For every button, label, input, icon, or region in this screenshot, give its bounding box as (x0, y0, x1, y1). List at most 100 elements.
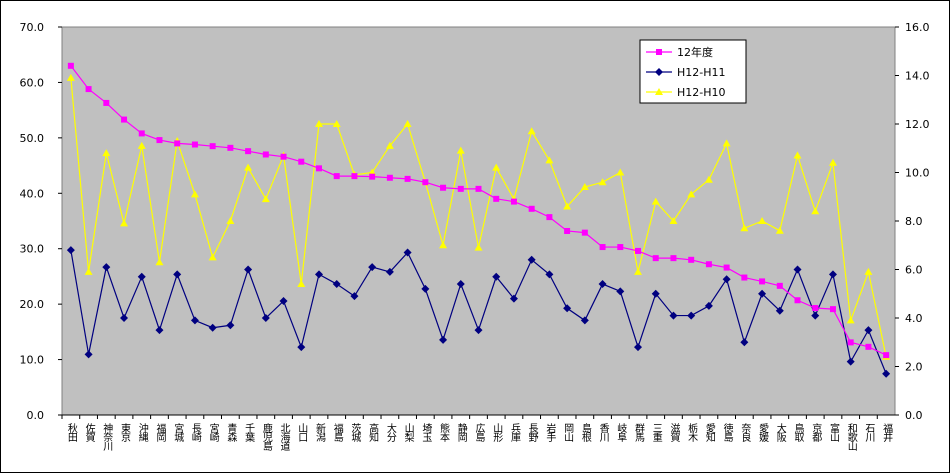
marker (775, 226, 784, 234)
x-tick-label: 千葉 (243, 423, 255, 443)
x-tick-label: 三重 (650, 423, 662, 442)
x-tick-label: 滋賀 (668, 422, 680, 443)
x-tick-label: 愛媛 (757, 422, 769, 443)
marker (775, 306, 784, 315)
marker (528, 205, 535, 212)
x-tick-label: 山梨 (402, 423, 414, 443)
legend-label: H12-H10 (677, 86, 726, 99)
marker (812, 305, 819, 312)
x-tick-label: 福井 (881, 422, 893, 443)
y2-tick-label: 16.0 (905, 21, 930, 34)
marker (155, 258, 164, 266)
x-tick-label: 新潟 (313, 422, 325, 443)
marker (704, 175, 713, 183)
x-tick-label: 高知 (367, 422, 379, 442)
marker (864, 267, 873, 275)
x-tick-label: 京都 (810, 422, 822, 443)
x-tick-label: 佐賀 (83, 423, 95, 443)
marker (527, 255, 536, 264)
marker (190, 190, 199, 198)
marker (776, 282, 783, 289)
marker (332, 120, 341, 127)
y-tick-label: 50.0 (20, 132, 45, 145)
marker (298, 158, 305, 165)
marker (208, 253, 217, 261)
y2-tick-label: 0.0 (905, 409, 923, 422)
marker (262, 151, 269, 158)
y-tick-label: 70.0 (20, 21, 45, 34)
marker (244, 265, 253, 274)
x-tick-label: 鹿児島 (260, 422, 272, 452)
marker (137, 141, 146, 149)
x-tick-label: 広島 (473, 422, 485, 443)
marker (385, 141, 394, 149)
marker (226, 321, 235, 330)
x-tick-label: 埼玉 (420, 422, 432, 442)
x-tick-label: 青森 (225, 422, 237, 443)
marker (811, 207, 820, 215)
marker (456, 146, 465, 154)
x-tick-label: 富山 (827, 422, 839, 442)
marker (669, 217, 678, 224)
marker (439, 241, 448, 249)
marker (385, 267, 394, 276)
marker (598, 178, 607, 186)
marker (655, 68, 663, 76)
x-tick-label: 岡山 (562, 423, 574, 442)
marker (634, 267, 643, 275)
marker (847, 339, 854, 346)
marker (651, 289, 660, 298)
marker (297, 343, 306, 352)
x-tick-label: 大阪 (774, 422, 786, 443)
marker (669, 311, 678, 320)
marker (155, 326, 164, 335)
y-tick-label: 0.0 (27, 409, 45, 422)
x-tick-label: 宮崎 (207, 422, 219, 442)
marker (66, 246, 75, 255)
legend-label: H12-H11 (677, 66, 726, 79)
x-tick-label: 宮城 (172, 422, 184, 443)
marker (138, 130, 145, 137)
x-tick-label: 熊本 (438, 422, 450, 443)
marker (102, 263, 111, 272)
x-tick-label: 沖縄 (136, 422, 148, 442)
marker (492, 163, 501, 171)
marker (404, 175, 411, 182)
marker (173, 270, 182, 279)
marker (580, 316, 589, 325)
x-tick-label: 群馬 (633, 422, 645, 443)
marker (793, 151, 802, 159)
y2-tick-label: 10.0 (905, 167, 930, 180)
marker (226, 217, 235, 224)
marker (120, 219, 129, 227)
x-tick-label: 岐阜 (615, 422, 627, 443)
x-tick-label: 神奈川 (101, 422, 113, 451)
marker (245, 148, 252, 155)
marker (651, 197, 660, 205)
marker (474, 243, 483, 251)
marker (120, 314, 129, 322)
marker (740, 224, 749, 232)
marker (758, 289, 767, 298)
y-tick-label: 30.0 (20, 243, 45, 256)
marker (208, 323, 217, 332)
x-tick-label: 福岡 (154, 422, 166, 443)
marker (545, 270, 554, 279)
x-tick-label: 東京 (119, 422, 131, 443)
marker (174, 140, 181, 147)
marker (369, 173, 376, 180)
y2-tick-label: 4.0 (905, 312, 923, 325)
marker (740, 338, 749, 347)
marker (656, 49, 662, 55)
marker (634, 343, 643, 352)
marker (829, 306, 836, 313)
marker (865, 343, 872, 350)
marker (564, 227, 571, 234)
marker (314, 120, 323, 127)
marker (828, 270, 837, 279)
x-tick-label: 福島 (331, 422, 343, 443)
marker (828, 158, 837, 166)
marker (474, 326, 483, 335)
x-tick-label: 秋田 (65, 422, 77, 442)
marker (563, 202, 572, 210)
